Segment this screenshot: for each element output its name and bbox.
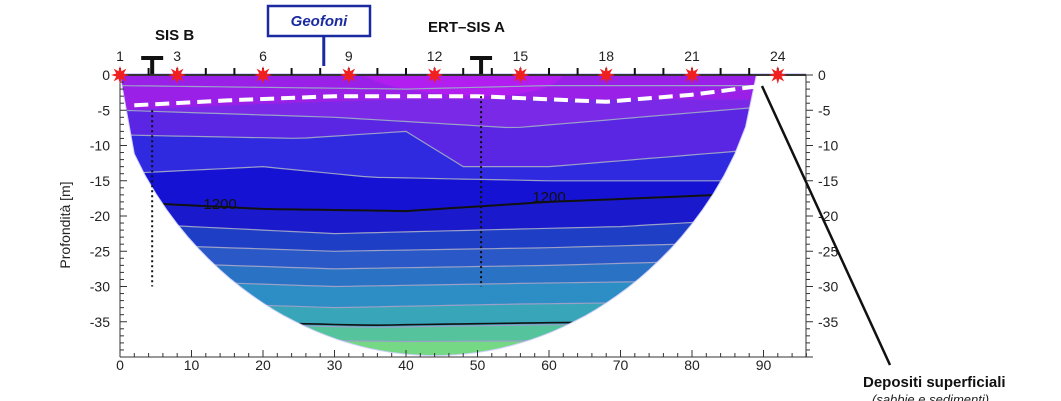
x-tick-label: 40 xyxy=(398,357,414,373)
source-markers xyxy=(111,66,787,84)
sis-b-annotation: SIS B xyxy=(141,27,194,74)
y-tick-label: -5 xyxy=(98,102,111,118)
sis-b-label: SIS B xyxy=(155,27,194,44)
contour-value-label: 1200 xyxy=(532,189,565,206)
geofoni-annotation: Geofoni xyxy=(266,4,372,66)
y-tick-label-right: -15 xyxy=(818,173,838,189)
ert-sis-a-annotation: ERT–SIS A xyxy=(428,19,505,74)
x-tick-label: 20 xyxy=(255,357,271,373)
y-axis-title: Profondità [m] xyxy=(57,181,73,268)
contour-line xyxy=(120,190,807,213)
geofoni-box xyxy=(266,4,372,38)
depositi-pointer xyxy=(760,85,892,366)
contour-value-label: 1200 xyxy=(203,196,236,213)
resistivity-band xyxy=(120,191,807,234)
contour-line xyxy=(120,165,807,182)
x-tick-label: 0 xyxy=(116,357,124,373)
y-tick-label: -35 xyxy=(90,314,110,330)
resistivity-band xyxy=(120,240,807,269)
y-ticks-left: 0 -5 -10 -15 -20 -25 -30 -35 xyxy=(90,67,127,358)
section-outline xyxy=(119,73,807,357)
y-tick-label: -30 xyxy=(90,279,110,295)
surface-deposit-boundary xyxy=(134,83,764,108)
contour-line xyxy=(120,102,807,129)
source-star-icon xyxy=(768,66,787,84)
electrode-number: 12 xyxy=(427,48,443,64)
contour-line xyxy=(120,215,807,235)
source-star-icon xyxy=(168,66,187,84)
electrode-number: 15 xyxy=(513,48,529,64)
electrode-number: 3 xyxy=(173,48,181,64)
resistivity-band xyxy=(120,258,807,287)
source-star-icon xyxy=(683,66,701,84)
x-ticks: 0 10 20 30 40 50 60 70 80 90 xyxy=(116,350,807,373)
y-tick-label: -25 xyxy=(90,243,110,259)
depositi-annotation: Depositi superficiali (sabbie e sediment… xyxy=(760,85,1006,401)
source-star-icon xyxy=(425,66,444,84)
y-tick-label-right: -5 xyxy=(818,102,831,118)
y-tick-label: -20 xyxy=(90,208,110,224)
electrode-numbers: 1 3 6 9 12 15 18 21 24 xyxy=(116,48,786,64)
contour-line xyxy=(120,130,807,168)
x-tick-label: 70 xyxy=(613,357,629,373)
resistivity-band xyxy=(120,103,807,167)
source-star-icon xyxy=(111,66,129,84)
contour-line xyxy=(291,321,607,327)
source-star-icon xyxy=(597,66,616,84)
y-tick-label-right: -25 xyxy=(818,243,838,259)
x-tick-label: 10 xyxy=(184,357,200,373)
electrode-number: 24 xyxy=(770,48,786,64)
resistivity-band xyxy=(120,216,807,252)
y-tick-label: -15 xyxy=(90,173,110,189)
y-tick-label-right: -30 xyxy=(818,279,838,295)
sis-b-marker-icon xyxy=(141,56,164,74)
geofoni-label: Geofoni xyxy=(291,13,348,30)
ert-sis-a-marker-icon xyxy=(470,56,493,74)
y-tick-label-right: 0 xyxy=(818,67,826,83)
depositi-label: Depositi superficiali xyxy=(863,374,1006,391)
y-ticks-right: 0-5-10-15-20-25-30-35 xyxy=(806,67,838,358)
x-tick-label: 80 xyxy=(684,357,700,373)
source-star-icon xyxy=(339,66,358,84)
depositi-sublabel: (sabbie e sedimenti) xyxy=(872,392,989,401)
electrode-number: 21 xyxy=(684,48,700,64)
resistivity-band xyxy=(120,131,807,181)
y-tick-label-right: -35 xyxy=(818,314,838,330)
source-star-icon xyxy=(511,66,530,84)
x-tick-label: 90 xyxy=(756,357,772,373)
y-tick-label: 0 xyxy=(102,67,110,83)
source-star-icon xyxy=(254,66,272,84)
electrode-number: 18 xyxy=(598,48,614,64)
y-tick-label-right: -10 xyxy=(818,138,838,154)
x-tick-label: 50 xyxy=(470,357,486,373)
contour-line xyxy=(120,85,807,90)
resistivity-band xyxy=(120,166,807,212)
surface-pocket xyxy=(363,75,564,97)
x-tick-label: 30 xyxy=(327,357,343,373)
y-tick-label: -10 xyxy=(90,138,110,154)
electrode-number: 1 xyxy=(116,48,124,64)
electrode-number: 9 xyxy=(345,48,353,64)
electrode-number: 6 xyxy=(259,48,267,64)
ert-sis-a-label: ERT–SIS A xyxy=(428,19,505,36)
x-tick-label: 60 xyxy=(541,357,557,373)
contour-labels: 1200 1200 xyxy=(203,189,565,213)
